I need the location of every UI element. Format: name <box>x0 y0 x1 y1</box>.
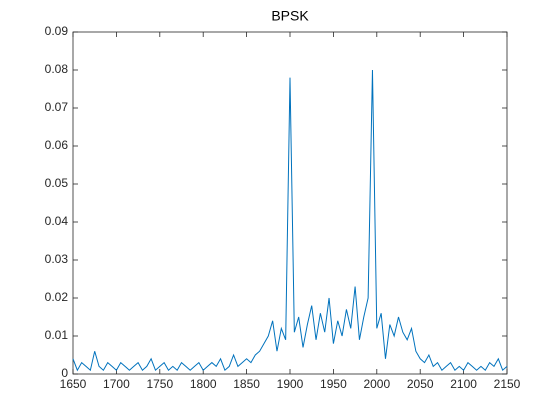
x-tick-label: 1800 <box>190 377 217 391</box>
chart-title: BPSK <box>271 8 309 24</box>
y-tick-label: 0.07 <box>45 100 69 114</box>
y-tick-label: 0.04 <box>45 214 69 228</box>
x-tick-label: 2150 <box>494 377 521 391</box>
x-tick-label: 1850 <box>233 377 260 391</box>
y-tick-label: 0.06 <box>45 138 69 152</box>
data-line <box>72 69 508 372</box>
y-tick-label: 0.05 <box>45 176 69 190</box>
y-tick-label: 0.02 <box>45 290 69 304</box>
y-tick-label: 0.09 <box>45 24 69 38</box>
y-tick-label: 0.08 <box>45 62 69 76</box>
y-tick-label: 0 <box>61 366 68 380</box>
x-tick-label: 2100 <box>450 377 477 391</box>
y-tick-label: 0.03 <box>45 252 69 266</box>
x-tick-label: 2000 <box>363 377 390 391</box>
y-tick-label: 0.01 <box>45 328 69 342</box>
x-tick-label: 1950 <box>320 377 347 391</box>
x-tick-label: 1900 <box>277 377 304 391</box>
x-tick-label: 1650 <box>60 377 87 391</box>
x-tick-label: 2050 <box>407 377 434 391</box>
x-tick-label: 1750 <box>146 377 173 391</box>
x-tick-label: 1700 <box>103 377 130 391</box>
